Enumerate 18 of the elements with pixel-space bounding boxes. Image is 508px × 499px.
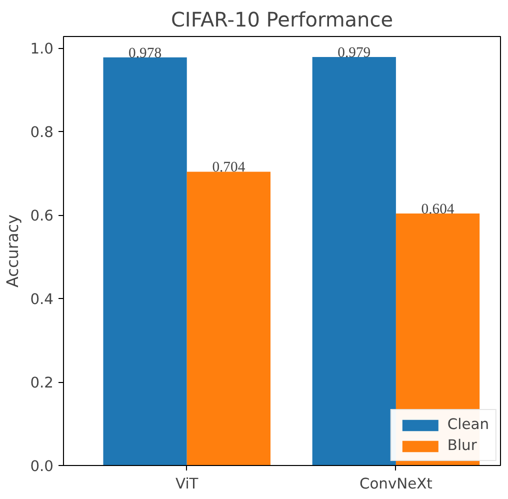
legend-label: Clean xyxy=(447,416,489,433)
y-tick-label: 0.6 xyxy=(30,208,54,225)
data-label: 0.604 xyxy=(421,201,455,218)
x-tick-label: ViT xyxy=(176,476,198,492)
data-label: 0.979 xyxy=(338,44,371,61)
y-tick-label: 0.4 xyxy=(30,291,54,308)
legend-label: Blur xyxy=(447,437,477,454)
data-label: 0.978 xyxy=(128,45,162,62)
bar xyxy=(312,56,396,466)
bar xyxy=(103,57,187,466)
x-tick-label: ConvNeXt xyxy=(359,476,433,492)
bar xyxy=(186,172,270,466)
y-axis-title: Accuracy xyxy=(3,214,22,288)
chart-title: CIFAR-10 Performance xyxy=(170,8,394,32)
y-tick-label: 1.0 xyxy=(30,40,54,58)
y-tick-label: 0.2 xyxy=(30,374,54,392)
y-tick-label: 0.0 xyxy=(30,458,54,475)
y-tick-label: 0.8 xyxy=(30,124,54,142)
